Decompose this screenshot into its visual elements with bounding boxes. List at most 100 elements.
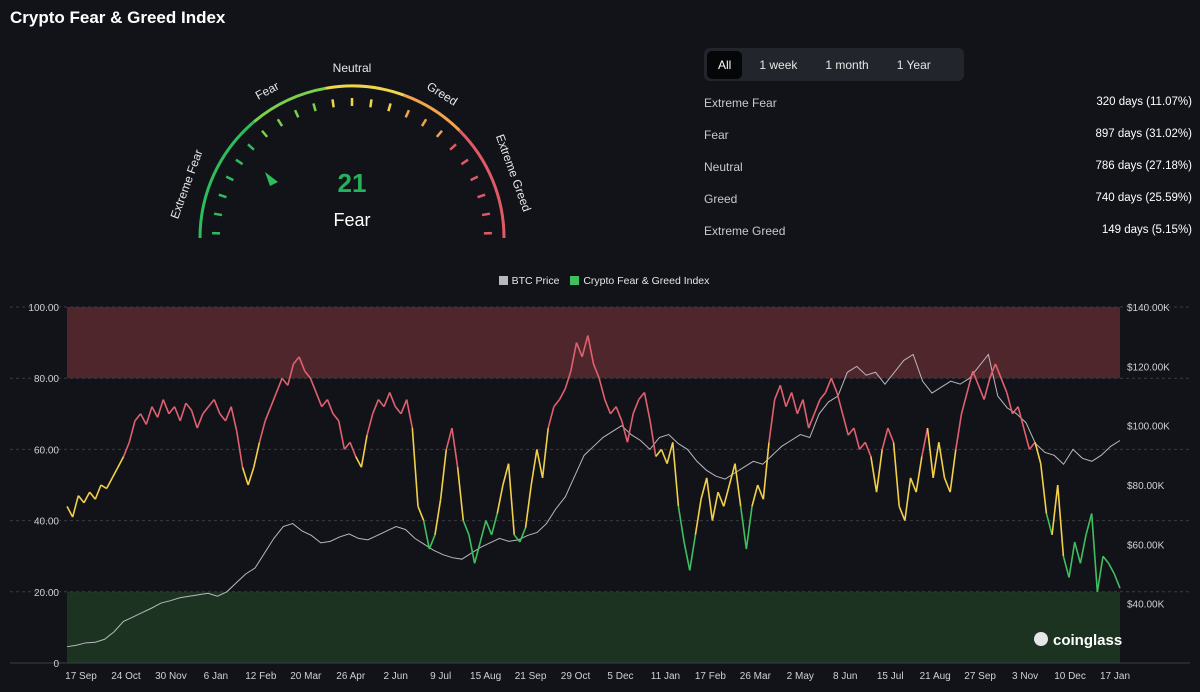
- index-line-segment: [281, 377, 289, 386]
- index-line-segment: [1073, 541, 1082, 564]
- index-line-segment: [705, 477, 714, 521]
- index-line-segment: [428, 534, 436, 550]
- index-line-segment: [349, 441, 357, 457]
- gauge-tick: [312, 103, 317, 112]
- index-line-segment: [202, 406, 210, 415]
- gauge-tick: [225, 175, 234, 182]
- index-line-segment: [524, 484, 533, 528]
- x-tick-label: 21 Sep: [515, 671, 547, 682]
- index-line-segment: [185, 402, 193, 411]
- y-right-tick-label: $140.00K: [1127, 303, 1170, 314]
- index-line-segment: [1000, 377, 1008, 393]
- gauge-tick: [477, 193, 486, 199]
- stat-row-greed: Greed 740 days (25.59%): [704, 192, 1192, 224]
- index-line-segment: [530, 449, 538, 486]
- index-line-segment: [570, 342, 578, 372]
- gauge-arc-segment: [403, 93, 461, 132]
- index-line-segment: [304, 370, 312, 379]
- y-left-tick-label: 40.00: [34, 517, 59, 528]
- index-line-segment: [456, 467, 465, 521]
- gauge-zone-label: Fear: [253, 79, 281, 103]
- index-line-segment: [236, 431, 244, 468]
- index-line-segment: [1096, 556, 1104, 592]
- index-line-segment: [802, 399, 810, 429]
- page-title: Crypto Fear & Greed Index: [10, 8, 226, 27]
- x-tick-label: 8 Jun: [833, 671, 857, 682]
- x-tick-label: 30 Nov: [155, 671, 187, 682]
- index-line-segment: [117, 456, 125, 468]
- gauge-tick: [213, 212, 223, 217]
- x-tick-label: 15 Jul: [877, 671, 904, 682]
- index-line-segment: [813, 399, 821, 415]
- x-tick-label: 15 Aug: [470, 671, 501, 682]
- index-line-segment: [541, 427, 550, 478]
- index-line-segment: [298, 356, 306, 372]
- index-line-segment: [162, 399, 170, 415]
- index-line-segment: [785, 392, 793, 407]
- index-line-segment: [173, 406, 181, 422]
- y-left-tick-label: 60.00: [34, 445, 59, 456]
- stat-label: Greed: [704, 192, 738, 206]
- index-line-segment: [983, 377, 991, 400]
- stat-row-fear: Fear 897 days (31.02%): [704, 128, 1192, 160]
- index-line-segment: [1006, 392, 1014, 415]
- legend-btc-label[interactable]: BTC Price: [511, 275, 560, 287]
- y-left-tick-label: 0: [53, 659, 59, 670]
- gauge-tick: [449, 143, 457, 151]
- x-tick-label: 26 Apr: [336, 671, 366, 682]
- index-line-segment: [411, 427, 419, 507]
- index-line-segment: [581, 335, 589, 358]
- index-line-segment: [558, 388, 566, 400]
- gauge-tick: [420, 118, 428, 127]
- index-line-segment: [694, 499, 702, 535]
- stat-row-extreme-fear: Extreme Fear 320 days (11.07%): [704, 96, 1192, 128]
- index-line-segment: [496, 484, 504, 514]
- gauge-tick: [261, 129, 269, 138]
- index-line-segment: [819, 391, 827, 401]
- legend-index-label[interactable]: Crypto Fear & Greed Index: [583, 275, 710, 287]
- index-line-segment: [292, 356, 300, 365]
- gauge-zone-label: Greed: [424, 79, 460, 109]
- index-line-segment: [451, 427, 459, 468]
- chart-band-extreme-fear: [67, 591, 1120, 663]
- index-line-segment: [604, 399, 612, 415]
- index-line-segment: [853, 427, 861, 450]
- x-tick-label: 20 Mar: [290, 671, 322, 682]
- gauge-arc-segment: [253, 86, 326, 123]
- index-line-segment: [717, 491, 725, 507]
- index-line-segment: [134, 413, 142, 422]
- gauge-tick: [435, 129, 443, 138]
- index-line-segment: [502, 463, 510, 486]
- index-line-segment: [1090, 513, 1099, 592]
- x-tick-label: 21 Aug: [920, 671, 951, 682]
- gauge-arc-segment: [198, 120, 256, 239]
- tab-1-month[interactable]: 1 month: [825, 57, 869, 72]
- gauge-arc-segment: [325, 84, 405, 97]
- index-line-segment: [728, 463, 736, 486]
- index-line-segment: [762, 442, 770, 500]
- index-line-segment: [739, 506, 748, 550]
- tab-1-week[interactable]: 1 week: [759, 57, 798, 72]
- index-line-segment: [836, 392, 844, 415]
- index-line-segment: [224, 406, 232, 422]
- index-line-segment: [309, 377, 317, 393]
- tab-all[interactable]: All: [707, 50, 743, 79]
- legend-btc-swatch[interactable]: [498, 276, 508, 285]
- legend-index-swatch[interactable]: [570, 276, 580, 285]
- index-line-segment: [655, 448, 663, 458]
- index-line-segment: [111, 466, 119, 479]
- index-line-segment: [1107, 562, 1116, 575]
- index-line-segment: [1011, 406, 1019, 415]
- tab-1-year[interactable]: 1 Year: [896, 57, 931, 72]
- index-line-segment: [230, 406, 238, 432]
- index-line-segment: [270, 392, 278, 407]
- index-line-segment: [660, 449, 668, 464]
- index-line-segment: [1113, 573, 1121, 589]
- index-line-segment: [343, 441, 351, 450]
- history-chart[interactable]: 100.00 80.00 60.00 40.00 20.00 0 $140.00K $120…: [0, 290, 1200, 692]
- index-line-segment: [875, 449, 884, 493]
- index-line-segment: [219, 413, 227, 422]
- index-line-segment: [247, 466, 255, 486]
- index-line-segment: [858, 441, 866, 450]
- gauge-tick: [481, 212, 491, 217]
